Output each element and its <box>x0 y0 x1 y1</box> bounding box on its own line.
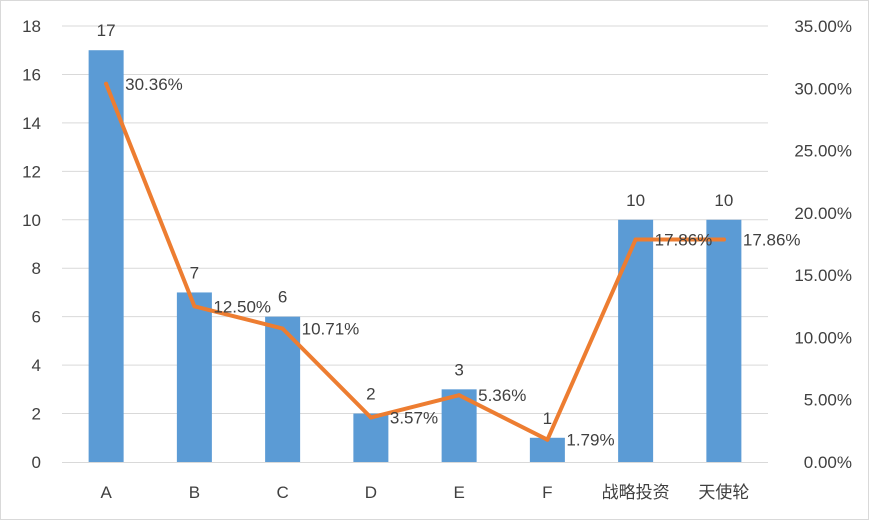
bar-data-label: 2 <box>366 385 375 404</box>
x-tick-label: A <box>100 483 112 502</box>
x-tick-label: D <box>365 483 377 502</box>
line-data-label: 17.86% <box>743 231 801 250</box>
axes: 0246810121416180.00%5.00%10.00%15.00%20.… <box>22 17 852 502</box>
line-data-label: 10.71% <box>302 320 360 339</box>
bar-data-label: 1 <box>543 409 552 428</box>
y-left-tick-label: 4 <box>32 356 41 375</box>
bar-data-label: 10 <box>714 191 733 210</box>
x-tick-label: E <box>453 483 464 502</box>
bar-data-label: 3 <box>454 360 463 379</box>
line-point <box>368 415 373 420</box>
y-right-tick-label: 25.00% <box>794 142 852 161</box>
data-labels: 17 7 6 2 3 1 10 10 30.36% 12.50% 10.71% 3.57% 5.36% 1… <box>97 21 801 449</box>
y-left-tick-label: 18 <box>22 17 41 36</box>
line-data-label: 5.36% <box>478 386 526 405</box>
bar-data-label: 7 <box>190 263 199 282</box>
bar <box>176 292 212 462</box>
x-tick-label: F <box>542 483 552 502</box>
line-point <box>721 237 726 242</box>
line-point <box>104 81 109 86</box>
x-tick-label: 战略投资 <box>602 483 670 502</box>
y-right-tick-label: 35.00% <box>794 17 852 36</box>
y-left-tick-label: 14 <box>22 114 41 133</box>
line-data-label: 3.57% <box>390 409 438 428</box>
bar <box>618 219 654 462</box>
line-data-label: 12.50% <box>213 297 271 316</box>
y-left-tick-label: 6 <box>32 308 41 327</box>
y-left-tick-label: 12 <box>22 162 41 181</box>
bar-data-label: 6 <box>278 288 287 307</box>
y-right-tick-label: 10.00% <box>794 328 852 347</box>
line-series-path <box>104 81 726 442</box>
bar-series <box>88 50 742 462</box>
x-tick-label: B <box>189 483 200 502</box>
y-right-tick-label: 0.00% <box>804 453 852 472</box>
y-left-tick-label: 16 <box>22 65 41 84</box>
x-tick-label: 天使轮 <box>698 482 749 502</box>
y-right-tick-label: 30.00% <box>794 79 852 98</box>
bar <box>353 413 389 462</box>
y-left-tick-label: 0 <box>32 453 41 472</box>
y-right-tick-label: 20.00% <box>794 204 852 223</box>
line-data-label: 17.86% <box>655 231 713 250</box>
bar-data-label: 10 <box>626 191 645 210</box>
bar <box>529 437 565 462</box>
x-tick-label: C <box>276 483 288 502</box>
line-point <box>192 304 197 309</box>
line-point <box>457 393 462 398</box>
line-point <box>545 437 550 442</box>
y-left-tick-label: 2 <box>32 405 41 424</box>
y-right-tick-label: 15.00% <box>794 266 852 285</box>
y-right-tick-label: 5.00% <box>804 391 852 410</box>
bar <box>88 50 124 462</box>
line-point <box>280 326 285 331</box>
bar <box>706 219 742 462</box>
line-data-label: 1.79% <box>566 431 614 450</box>
y-left-tick-label: 8 <box>32 259 41 278</box>
line-data-label: 30.36% <box>125 75 183 94</box>
line-series <box>104 81 726 442</box>
y-left-tick-label: 10 <box>22 211 41 230</box>
line-point <box>633 237 638 242</box>
bar-data-label: 17 <box>97 21 116 40</box>
